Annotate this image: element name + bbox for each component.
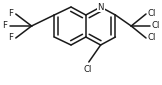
Text: Cl: Cl: [148, 10, 156, 19]
Text: Cl: Cl: [148, 33, 156, 42]
Text: N: N: [97, 2, 104, 11]
Text: F: F: [2, 22, 7, 31]
Text: F: F: [8, 33, 13, 42]
Text: Cl: Cl: [84, 65, 92, 74]
Text: F: F: [8, 10, 13, 19]
Text: Cl: Cl: [152, 22, 160, 31]
